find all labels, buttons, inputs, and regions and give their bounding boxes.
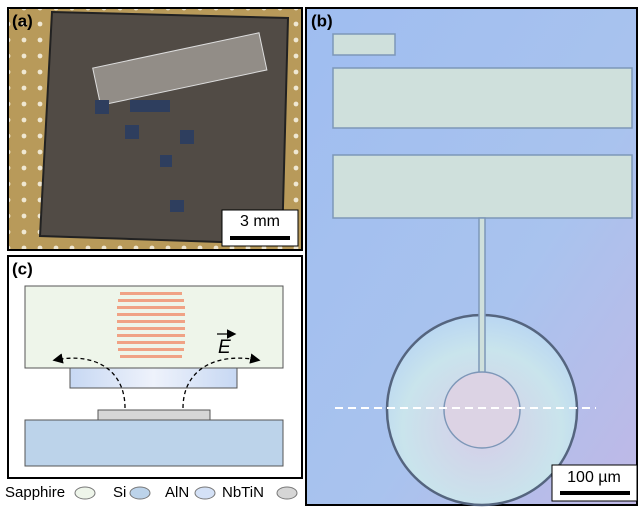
panel-b: 100 µm (b) xyxy=(306,8,637,505)
legend-label: NbTiN xyxy=(222,484,264,501)
legend-label: Si xyxy=(113,484,126,501)
legend-swatch xyxy=(130,487,150,499)
legend-label: AlN xyxy=(165,484,189,501)
panel-label: (c) xyxy=(12,259,33,278)
panel-c: E (c) xyxy=(8,256,302,478)
aln xyxy=(70,368,237,388)
si xyxy=(25,420,283,466)
legend-swatch xyxy=(277,487,297,499)
scale-label: 100 µm xyxy=(567,469,621,486)
nbtin xyxy=(98,410,210,420)
panel-label: (b) xyxy=(311,11,333,30)
panel-label: (a) xyxy=(12,11,33,30)
legend-swatch xyxy=(75,487,95,499)
legend: Sapphire Si AlN NbTiN xyxy=(5,484,297,501)
figure: 3 mm (a) 100 µm (b) xyxy=(0,0,639,507)
page: 3 mm (a) 100 µm (b) xyxy=(0,0,639,507)
legend-label: Sapphire xyxy=(5,484,65,501)
field-label: E xyxy=(218,337,231,358)
scale-label: 3 mm xyxy=(240,213,280,230)
legend-swatch xyxy=(195,487,215,499)
panel-a: 3 mm (a) xyxy=(8,8,302,250)
